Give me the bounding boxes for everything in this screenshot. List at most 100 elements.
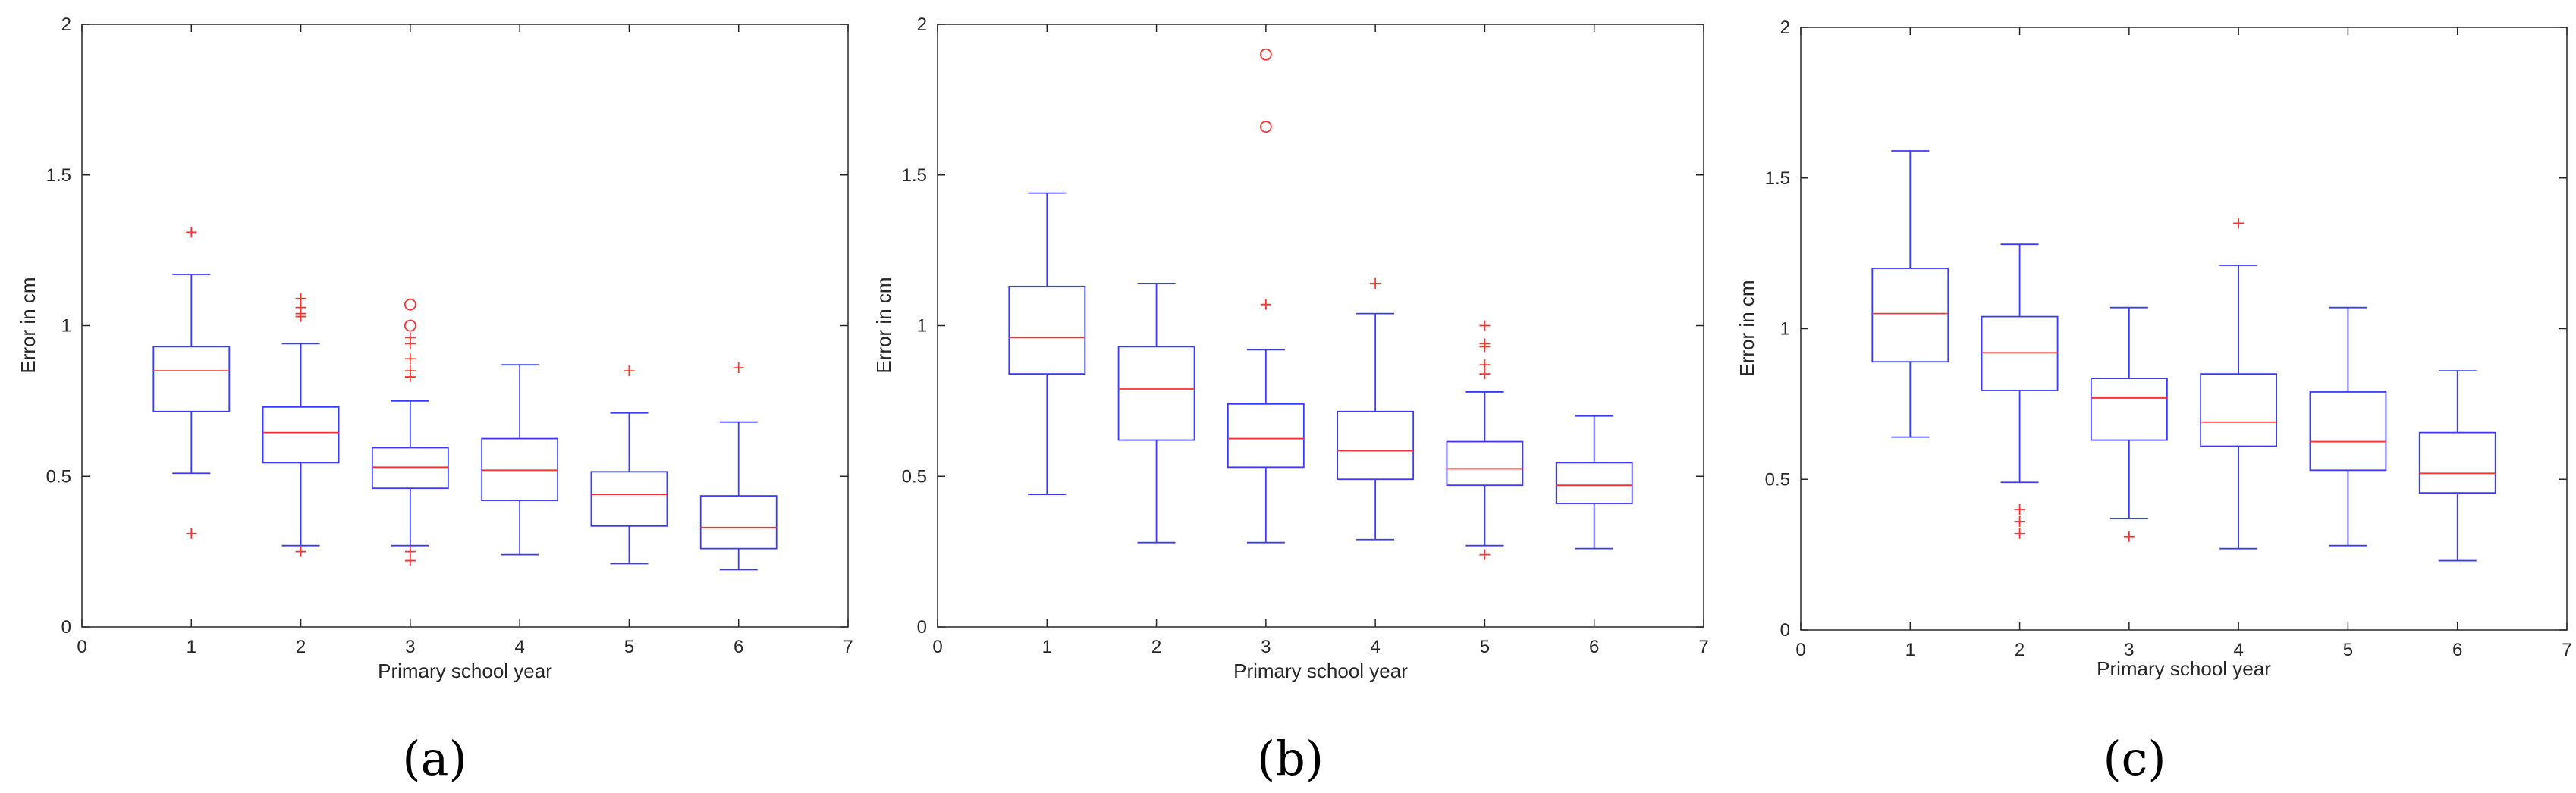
outlier-plus — [1260, 299, 1271, 310]
x-tick-label: 0 — [1795, 640, 1805, 660]
box-year-5 — [590, 365, 668, 565]
x-tick-label: 5 — [624, 637, 634, 657]
box-year-3 — [371, 298, 449, 566]
x-tick-label: 3 — [405, 637, 415, 657]
y-axis-label-c: Error in cm — [1736, 280, 1758, 376]
outlier-plus — [1479, 549, 1491, 560]
y-tick-label: 0.5 — [902, 466, 927, 487]
box-iqr — [371, 447, 449, 490]
panel-a: 0 1 2 3 4 5 6 7 0 0.5 1 1.5 2 Primary school year Er… — [17, 14, 853, 786]
box-iqr — [1871, 268, 1949, 363]
y-tick-label: 0.5 — [46, 466, 71, 487]
plot-area-a: 0 1 2 3 4 5 6 7 0 0.5 1 1.5 2 — [46, 14, 853, 657]
panel-b: 0 1 2 3 4 5 6 7 0 0.5 1 1.5 2 Primary school year Er… — [872, 14, 1709, 786]
box-iqr — [2090, 378, 2168, 441]
x-tick-label: 2 — [1151, 637, 1161, 657]
box-year-5 — [1446, 320, 1524, 560]
outlier-plus — [295, 311, 306, 322]
outlier-plus — [733, 362, 744, 374]
box-year-4 — [1337, 277, 1415, 541]
x-tick-label: 0 — [77, 637, 86, 657]
outlier-plus — [2233, 218, 2245, 229]
outlier-plus — [1479, 368, 1491, 380]
box-iqr — [1008, 285, 1086, 375]
x-tick-label: 5 — [2343, 640, 2353, 660]
outlier-circle — [404, 298, 416, 311]
box-year-3 — [1227, 48, 1305, 544]
outlier-plus — [186, 528, 197, 539]
x-tick-label: 2 — [296, 637, 306, 657]
outlier-plus — [1479, 341, 1491, 353]
outlier-plus — [1479, 359, 1491, 371]
panel-label-c: (c) — [2103, 731, 2166, 786]
x-axis-label-c: Primary school year — [2097, 657, 2271, 680]
axes-frame — [1800, 27, 2568, 631]
outlier-plus — [624, 365, 635, 377]
x-tick-label: 1 — [1905, 640, 1915, 660]
box-iqr — [1446, 440, 1524, 487]
x-tick-label: 5 — [1480, 637, 1490, 657]
outlier-circle — [1259, 48, 1272, 61]
box-year-6 — [699, 362, 778, 571]
box-year-4 — [481, 364, 559, 556]
y-tick-label: 0.5 — [1765, 469, 1790, 490]
box-year-4 — [2200, 218, 2278, 550]
y-tick-label: 1 — [1780, 319, 1790, 340]
outlier-plus — [404, 546, 416, 557]
x-tick-label: 3 — [2124, 640, 2134, 660]
x-tick-label: 7 — [1698, 637, 1708, 657]
outlier-plus — [2014, 516, 2025, 527]
box-year-1 — [1008, 192, 1086, 495]
panel-label-b: (b) — [1257, 731, 1324, 786]
y-tick-label: 0 — [917, 617, 927, 638]
x-axis-label-a: Primary school year — [378, 660, 552, 682]
outlier-plus — [404, 353, 416, 365]
box-iqr — [2418, 431, 2496, 494]
y-axis-label-b: Error in cm — [872, 277, 895, 373]
outlier-circle — [404, 319, 416, 332]
box-iqr — [1981, 315, 2059, 391]
box-iqr — [2309, 391, 2387, 472]
box-iqr — [152, 346, 231, 412]
box-iqr — [1555, 462, 1633, 504]
outlier-plus — [404, 338, 416, 349]
x-tick-label: 4 — [2233, 640, 2243, 660]
box-year-2 — [1981, 243, 2059, 539]
plot-area-c: 0 1 2 3 4 5 6 7 0 0.5 1 1.5 2 — [1765, 17, 2572, 660]
y-tick-label: 1.5 — [46, 165, 71, 186]
y-tick-label: 0 — [61, 617, 71, 638]
x-tick-label: 6 — [1589, 637, 1599, 657]
box-iqr — [1337, 410, 1415, 481]
box-year-5 — [2309, 306, 2387, 547]
panel-c: 0 1 2 3 4 5 6 7 0 0.5 1 1.5 2 Primary school year Er… — [1736, 17, 2572, 786]
box-year-2 — [1117, 282, 1195, 544]
outlier-plus — [2014, 504, 2025, 515]
box-iqr — [2200, 373, 2278, 447]
box-iqr — [1227, 403, 1305, 469]
outlier-plus — [186, 227, 197, 238]
y-tick-label: 1.5 — [1765, 168, 1790, 189]
outlier-plus — [404, 371, 416, 383]
x-tick-label: 6 — [2452, 640, 2462, 660]
x-tick-label: 6 — [734, 637, 743, 657]
box-iqr — [699, 495, 778, 550]
panel-label-a: (a) — [402, 731, 467, 786]
box-year-6 — [2418, 370, 2496, 562]
x-tick-label: 7 — [843, 637, 853, 657]
y-tick-label: 0 — [1780, 620, 1790, 641]
outlier-circle — [1259, 121, 1272, 133]
y-tick-label: 2 — [61, 14, 71, 35]
y-axis-label-a: Error in cm — [17, 277, 39, 373]
x-tick-label: 4 — [1370, 637, 1380, 657]
plot-area-b: 0 1 2 3 4 5 6 7 0 0.5 1 1.5 2 — [902, 14, 1709, 657]
y-tick-label: 2 — [1780, 17, 1790, 38]
box-iqr — [481, 437, 559, 501]
outlier-plus — [1479, 320, 1491, 331]
box-iqr — [590, 471, 668, 527]
x-tick-label: 0 — [932, 637, 942, 657]
outlier-plus — [404, 555, 416, 566]
y-tick-label: 1.5 — [902, 165, 927, 186]
x-tick-label: 2 — [2015, 640, 2025, 660]
outlier-plus — [1370, 277, 1381, 289]
